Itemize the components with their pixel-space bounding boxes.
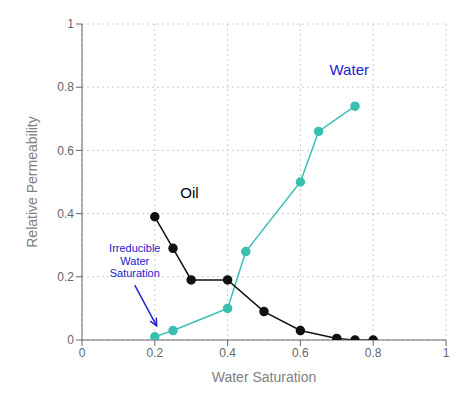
svg-text:1: 1 — [67, 17, 74, 31]
svg-text:0.2: 0.2 — [146, 346, 163, 360]
svg-text:0.8: 0.8 — [365, 346, 382, 360]
svg-text:0.6: 0.6 — [292, 346, 309, 360]
svg-text:0.8: 0.8 — [57, 80, 74, 94]
svg-text:Oil: Oil — [180, 184, 198, 201]
svg-text:Water Saturation: Water Saturation — [212, 369, 317, 385]
svg-text:0.4: 0.4 — [57, 207, 74, 221]
svg-text:0: 0 — [79, 346, 86, 360]
svg-text:1: 1 — [443, 346, 450, 360]
svg-text:0.4: 0.4 — [219, 346, 236, 360]
svg-text:0.2: 0.2 — [57, 270, 74, 284]
svg-text:Water: Water — [330, 61, 369, 78]
svg-text:IrreducibleWaterSaturation: IrreducibleWaterSaturation — [109, 242, 160, 279]
svg-text:0: 0 — [67, 333, 74, 347]
svg-text:Relative Permeability: Relative Permeability — [24, 116, 40, 248]
svg-text:0.6: 0.6 — [57, 144, 74, 158]
